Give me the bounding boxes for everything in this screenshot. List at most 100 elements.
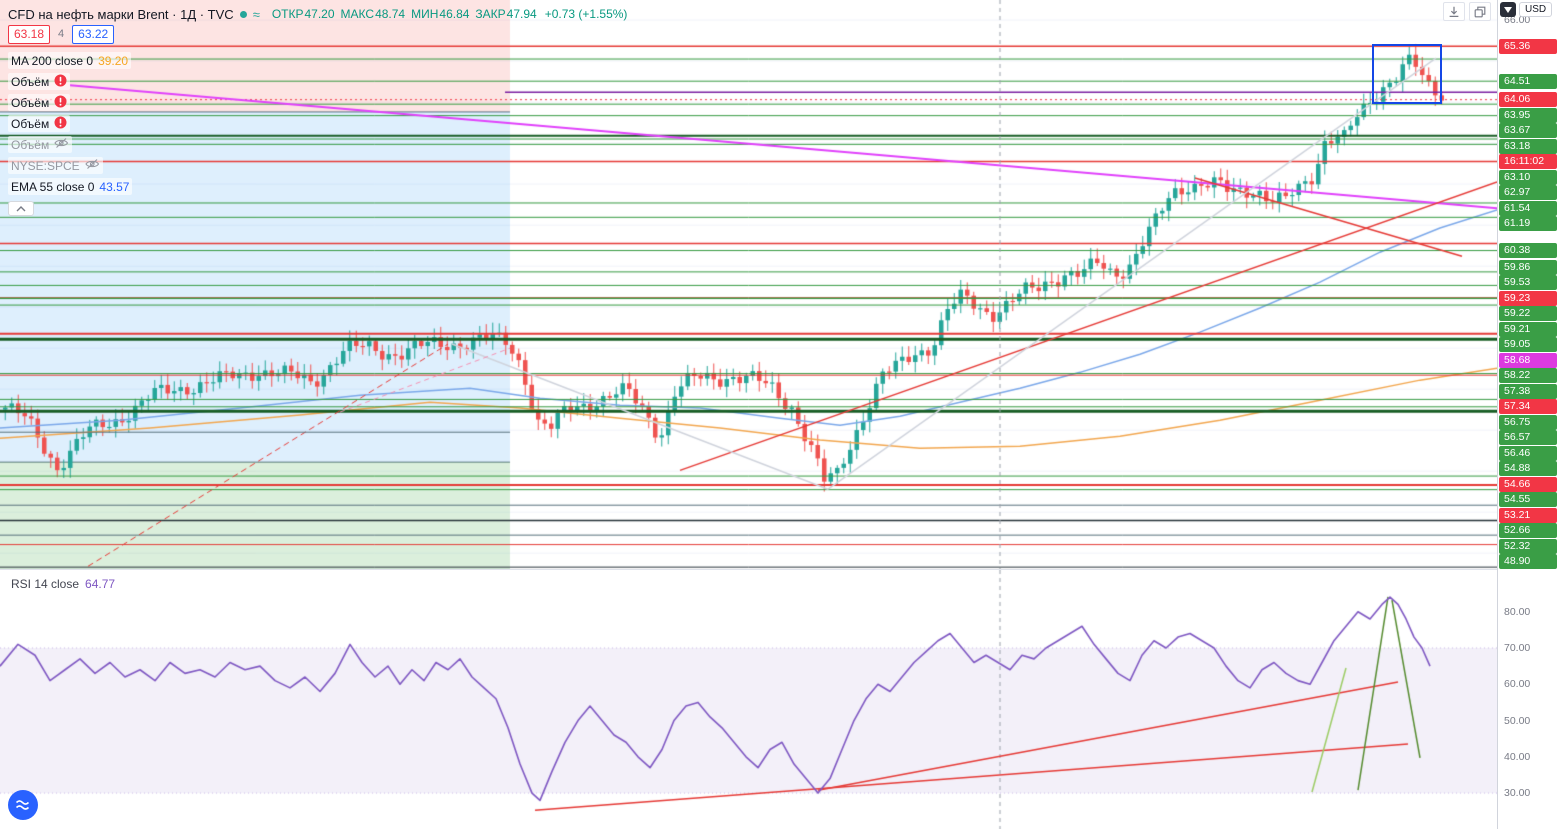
close-value: 47.94	[506, 7, 537, 21]
price-level-label[interactable]: 53.21	[1499, 507, 1557, 523]
price-level-label[interactable]: 57.34	[1499, 399, 1557, 414]
pane-separator[interactable]	[0, 569, 1558, 570]
go-to-realtime-button[interactable]	[1443, 2, 1465, 21]
bid-price-button[interactable]: 63.18	[8, 24, 51, 44]
price-level-label[interactable]: 58.22	[1499, 368, 1557, 383]
low-label: МИН	[411, 7, 439, 21]
rsi-scale-tick: 60.00	[1504, 678, 1531, 691]
indicator-row[interactable]: Объём	[8, 73, 71, 90]
price-level-label[interactable]: 63.10	[1499, 169, 1557, 185]
price-level-label[interactable]: 52.66	[1499, 523, 1557, 538]
price-level-label[interactable]: 59.86	[1499, 259, 1557, 275]
ask-price-button[interactable]: 63.22	[72, 24, 115, 44]
chevron-up-icon	[16, 205, 26, 211]
price-scale[interactable]: USD 66.00 65.36 64.51 64.06 63.95 63.67 63.18 1…	[1497, 0, 1558, 829]
indicator-row[interactable]: Объём	[8, 94, 71, 111]
price-level-label[interactable]: 56.46	[1499, 445, 1557, 461]
indicator-row[interactable]: NYSE:SPCE	[8, 157, 103, 174]
selection-highlight-box[interactable]	[1372, 44, 1442, 105]
price-level-label[interactable]: 57.38	[1499, 383, 1557, 399]
indicator-hidden-icon[interactable]	[54, 137, 69, 152]
exclamation-circle-icon	[54, 74, 67, 86]
price-level-label[interactable]: 63.18	[1499, 138, 1557, 154]
price-level-label[interactable]: 62.97	[1499, 185, 1557, 201]
price-level-label[interactable]: 65.36	[1499, 38, 1557, 54]
price-level-label[interactable]: 59.23	[1499, 290, 1557, 306]
indicator-row[interactable]: MA 200 close 0 39.20	[8, 52, 132, 69]
indicator-title: Объём	[11, 116, 50, 131]
price-level-label[interactable]: 54.55	[1499, 492, 1557, 507]
eye-slash-icon	[54, 138, 69, 148]
price-level-label[interactable]: 64.06	[1499, 92, 1557, 108]
indicator-title: Объём	[11, 74, 50, 89]
indicator-row[interactable]: Объём	[8, 136, 73, 153]
rsi-title: RSI 14 close	[11, 577, 80, 591]
price-level-label[interactable]: 54.66	[1499, 476, 1557, 492]
currency-button[interactable]: USD	[1519, 2, 1553, 17]
indicator-value: 39.20	[98, 53, 129, 68]
exclamation-circle-icon	[54, 116, 67, 128]
indicator-row[interactable]: EMA 55 close 0 43.57	[8, 178, 133, 195]
low-value: 46.84	[439, 7, 470, 21]
rsi-indicator-canvas[interactable]	[0, 570, 1497, 829]
rsi-legend[interactable]: RSI 14 close 64.77	[8, 577, 119, 591]
price-level-label[interactable]: 59.21	[1499, 321, 1557, 337]
countdown-label[interactable]: 16:11:02	[1499, 154, 1557, 170]
market-status-icon	[239, 10, 247, 18]
price-level-label[interactable]: 61.19	[1499, 216, 1557, 232]
exclamation-circle-icon	[54, 95, 67, 107]
scale-tick-label: 66.00	[1504, 14, 1531, 27]
price-level-label[interactable]: 59.53	[1499, 275, 1557, 290]
indicator-title: NYSE:SPCE	[11, 158, 80, 173]
maximize-pane-button[interactable]	[1469, 2, 1491, 21]
quote-row: 63.18 4 63.22	[8, 24, 115, 44]
spread-value: 4	[58, 28, 65, 40]
waves-icon	[15, 800, 30, 810]
maximize-icon	[1474, 6, 1486, 17]
indicator-row[interactable]: Объём	[8, 115, 71, 132]
indicator-error-icon[interactable]	[54, 74, 67, 90]
price-level-label[interactable]: 59.22	[1499, 306, 1557, 321]
open-value: 47.20	[304, 7, 335, 21]
price-level-label[interactable]: 48.90	[1499, 554, 1557, 569]
price-level-label[interactable]: 56.75	[1499, 414, 1557, 430]
indicator-title: MA 200 close 0	[11, 53, 94, 68]
scale-menu-button[interactable]	[1500, 2, 1516, 17]
price-level-label[interactable]: 60.38	[1499, 243, 1557, 259]
open-label: ОТКР	[271, 7, 304, 21]
indicator-error-icon[interactable]	[54, 116, 67, 132]
price-level-label[interactable]: 63.95	[1499, 107, 1557, 123]
price-level-label[interactable]: 52.32	[1499, 538, 1557, 554]
indicator-hidden-icon[interactable]	[85, 158, 100, 173]
symbol-title[interactable]: CFD на нефть марки Brent · 1Д · TVC	[8, 6, 234, 22]
high-label: МАКС	[340, 7, 375, 21]
arrow-down-to-bar-icon	[1449, 6, 1459, 17]
price-level-label[interactable]: 54.88	[1499, 461, 1557, 476]
indicator-title: EMA 55 close 0	[11, 179, 95, 194]
indicator-list: MA 200 close 0 39.20 Объём Объём Объём Объём N…	[8, 52, 133, 195]
rsi-scale-tick: 80.00	[1504, 605, 1531, 618]
change-value: +0.73 (+1.55%)	[544, 7, 628, 21]
price-level-label[interactable]: 58.68	[1499, 352, 1557, 368]
price-level-label[interactable]: 56.57	[1499, 430, 1557, 445]
symbol-row[interactable]: CFD на нефть марки Brent · 1Д · TVC ≈ ОТ…	[8, 4, 627, 24]
rsi-scale-tick: 40.00	[1504, 750, 1531, 763]
approx-icon: ≈	[252, 6, 260, 22]
pane-controls	[1443, 2, 1491, 21]
main-price-chart-canvas[interactable]	[0, 0, 1497, 570]
chart-legend: CFD на нефть марки Brent · 1Д · TVC ≈ ОТ…	[8, 4, 627, 216]
price-level-label[interactable]: 59.05	[1499, 337, 1557, 352]
high-value: 48.74	[375, 7, 406, 21]
indicator-error-icon[interactable]	[54, 95, 67, 111]
rsi-scale-tick: 50.00	[1504, 714, 1531, 727]
tradingview-logo[interactable]	[8, 790, 38, 820]
price-level-label[interactable]: 61.54	[1499, 200, 1557, 216]
rsi-scale-tick: 70.00	[1504, 641, 1531, 654]
price-level-label[interactable]: 64.51	[1499, 73, 1557, 89]
price-level-label[interactable]: 63.67	[1499, 123, 1557, 139]
legend-collapse-button[interactable]	[8, 201, 34, 216]
rsi-scale-tick: 30.00	[1504, 787, 1531, 800]
dropdown-triangle-icon	[1504, 6, 1512, 13]
indicator-value: 43.57	[99, 179, 130, 194]
